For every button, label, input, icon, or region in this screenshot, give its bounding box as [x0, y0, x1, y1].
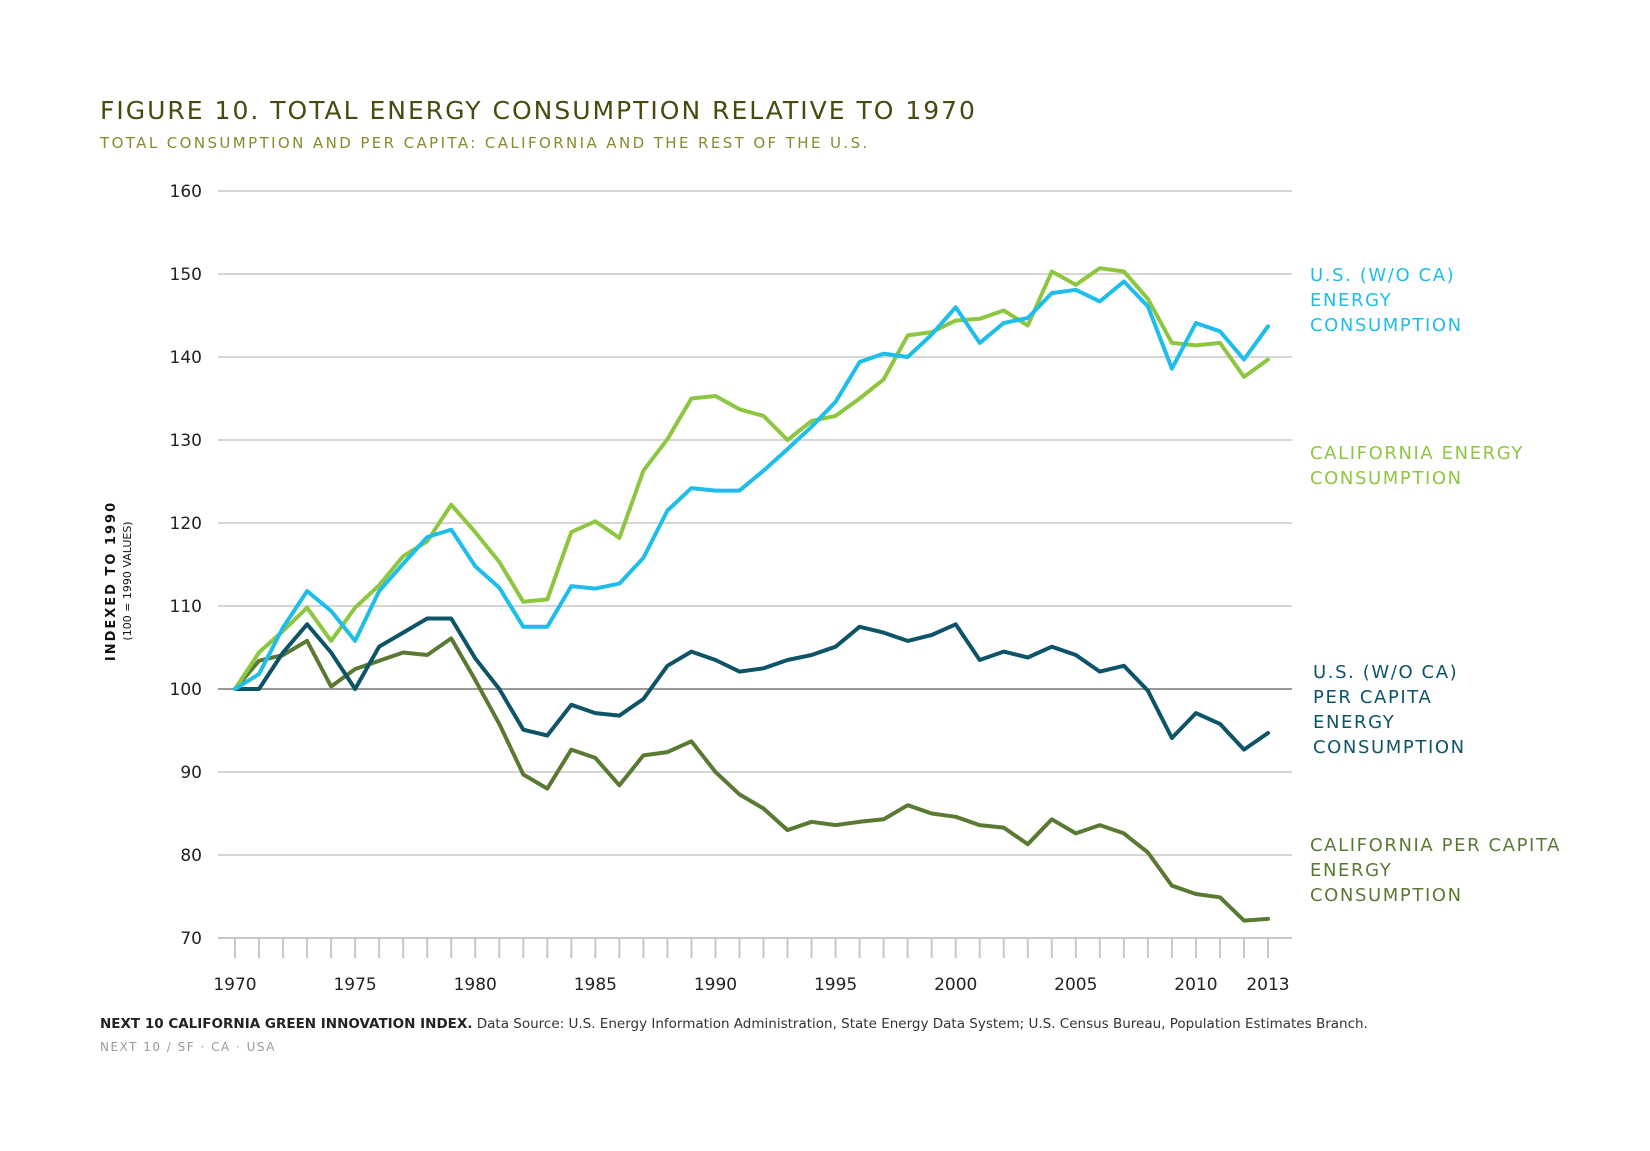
series-lines [233, 266, 1270, 923]
series-label: CALIFORNIA PER CAPITA [1310, 835, 1561, 856]
y-tick-label: 160 [170, 182, 202, 202]
y-tick-label: 110 [170, 597, 202, 617]
x-axis: 1970 1975 1980 1985 1990 1995 2000 2005 2010 2013 [213, 937, 1292, 995]
y-axis-label: INDEXED TO 1990 (100 = 1990 VALUES) [104, 501, 134, 661]
x-tick-label: 2005 [1054, 975, 1097, 995]
x-tick-label: 1995 [814, 975, 857, 995]
series-label: CONSUMPTION [1310, 885, 1463, 906]
y-tick-label: 100 [170, 680, 202, 700]
series-label: ENERGY [1313, 712, 1395, 733]
y-axis-title: INDEXED TO 1990 [104, 501, 119, 661]
series-label: CONSUMPTION [1310, 468, 1463, 489]
series-label: U.S. (W/O CA) [1313, 662, 1458, 683]
series-labels: U.S. (W/O CA) ENERGY CONSUMPTION CALIFORNIA… [1310, 265, 1561, 906]
x-tick-label: 1975 [333, 975, 376, 995]
x-tick-label: 2010 [1174, 975, 1217, 995]
y-tick-labels: 70 80 90 100 110 120 130 140 150 160 [170, 182, 202, 949]
series-line [233, 266, 1270, 691]
x-tick-label: 1970 [213, 975, 256, 995]
x-tick-label: 2000 [934, 975, 977, 995]
series-line [233, 636, 1270, 923]
y-tick-label: 140 [170, 348, 202, 368]
x-tick-label: 1985 [574, 975, 617, 995]
series-label: ENERGY [1310, 290, 1392, 311]
series-label: PER CAPITA [1313, 687, 1432, 708]
series-label: CONSUMPTION [1310, 315, 1463, 336]
y-tick-label: 120 [170, 514, 202, 534]
series-label: CALIFORNIA ENERGY [1310, 443, 1524, 464]
y-axis-subtitle: (100 = 1990 VALUES) [121, 521, 134, 640]
y-tick-label: 90 [180, 763, 202, 783]
y-tick-label: 150 [170, 265, 202, 285]
x-tick-label: 1990 [694, 975, 737, 995]
y-tick-label: 80 [180, 846, 202, 866]
y-tick-label: 70 [180, 929, 202, 949]
x-tick-label: 2013 [1246, 975, 1289, 995]
series-label: CONSUMPTION [1313, 737, 1466, 758]
source-note: NEXT 10 CALIFORNIA GREEN INNOVATION INDE… [100, 1016, 1368, 1032]
series-line [233, 279, 1270, 691]
grid-lines [218, 190, 1292, 856]
series-label: ENERGY [1310, 860, 1392, 881]
series-label: U.S. (W/O CA) [1310, 265, 1455, 286]
source-bold: NEXT 10 CALIFORNIA GREEN INNOVATION INDE… [100, 1016, 473, 1032]
series-line [233, 616, 1270, 752]
chart-title: FIGURE 10. TOTAL ENERGY CONSUMPTION RELA… [100, 96, 977, 125]
org-line: NEXT 10 / SF · CA · USA [100, 1040, 276, 1054]
y-tick-label: 130 [170, 431, 202, 451]
source-text: Data Source: U.S. Energy Information Adm… [476, 1016, 1368, 1032]
x-tick-label: 1980 [454, 975, 497, 995]
chart-subtitle: TOTAL CONSUMPTION AND PER CAPITA: CALIFO… [100, 134, 870, 152]
